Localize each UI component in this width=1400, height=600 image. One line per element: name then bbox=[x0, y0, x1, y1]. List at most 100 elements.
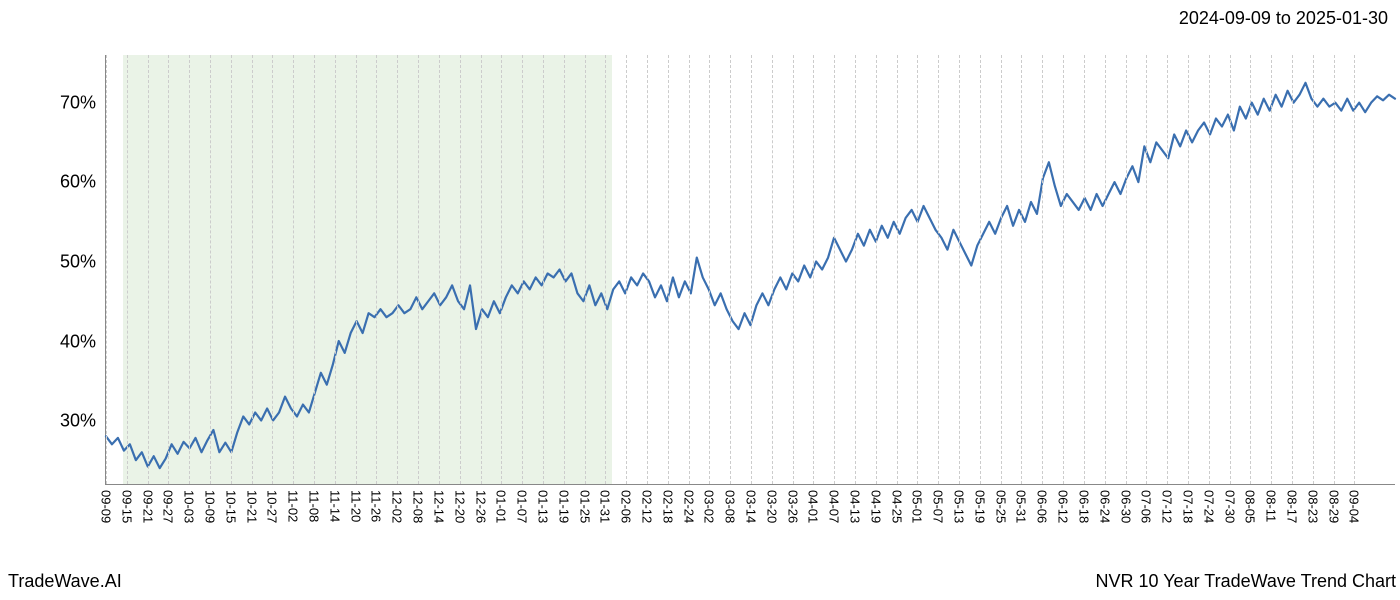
gridline-v bbox=[481, 55, 482, 484]
x-tick-label: 01-07 bbox=[515, 490, 530, 523]
gridline-v bbox=[1334, 55, 1335, 484]
x-tick-label: 01-25 bbox=[577, 490, 592, 523]
gridline-v bbox=[605, 55, 606, 484]
x-tick-label: 06-18 bbox=[1076, 490, 1091, 523]
gridline-v bbox=[335, 55, 336, 484]
gridline-v bbox=[709, 55, 710, 484]
x-tick-label: 03-20 bbox=[764, 490, 779, 523]
gridline-v bbox=[834, 55, 835, 484]
gridline-v bbox=[106, 55, 107, 484]
x-tick-label: 08-05 bbox=[1243, 490, 1258, 523]
x-tick-label: 01-13 bbox=[535, 490, 550, 523]
gridline-v bbox=[876, 55, 877, 484]
x-tick-label: 05-25 bbox=[993, 490, 1008, 523]
gridline-v bbox=[418, 55, 419, 484]
gridline-v bbox=[272, 55, 273, 484]
x-tick-label: 03-08 bbox=[723, 490, 738, 523]
x-tick-label: 05-31 bbox=[1014, 490, 1029, 523]
gridline-v bbox=[522, 55, 523, 484]
gridline-v bbox=[897, 55, 898, 484]
x-tick-label: 11-02 bbox=[286, 490, 301, 522]
x-tick-label: 04-25 bbox=[889, 490, 904, 523]
gridline-v bbox=[585, 55, 586, 484]
gridline-v bbox=[189, 55, 190, 484]
gridline-v bbox=[1209, 55, 1210, 484]
x-tick-label: 11-14 bbox=[327, 490, 342, 522]
x-tick-label: 01-01 bbox=[494, 490, 509, 523]
gridline-v bbox=[647, 55, 648, 484]
y-tick-label: 60% bbox=[60, 172, 96, 193]
x-tick-label: 07-30 bbox=[1222, 490, 1237, 523]
gridline-v bbox=[1001, 55, 1002, 484]
x-tick-label: 05-07 bbox=[931, 490, 946, 523]
x-tick-label: 03-02 bbox=[702, 490, 717, 523]
gridline-v bbox=[252, 55, 253, 484]
gridline-v bbox=[293, 55, 294, 484]
x-tick-label: 10-15 bbox=[223, 490, 238, 523]
x-tick-label: 07-24 bbox=[1201, 490, 1216, 523]
y-tick-label: 50% bbox=[60, 252, 96, 273]
x-tick-label: 08-11 bbox=[1264, 490, 1279, 522]
x-tick-label: 09-04 bbox=[1347, 490, 1362, 523]
gridline-v bbox=[1230, 55, 1231, 484]
x-tick-label: 08-23 bbox=[1305, 490, 1320, 523]
x-tick-label: 09-27 bbox=[161, 490, 176, 523]
gridline-v bbox=[959, 55, 960, 484]
gridline-v bbox=[543, 55, 544, 484]
gridline-v bbox=[1292, 55, 1293, 484]
y-tick-label: 70% bbox=[60, 92, 96, 113]
x-tick-label: 03-14 bbox=[744, 490, 759, 523]
x-tick-label: 10-27 bbox=[265, 490, 280, 523]
x-tick-label: 02-18 bbox=[660, 490, 675, 523]
gridline-v bbox=[917, 55, 918, 484]
x-tick-label: 04-07 bbox=[827, 490, 842, 523]
gridline-v bbox=[1354, 55, 1355, 484]
gridline-v bbox=[168, 55, 169, 484]
gridline-v bbox=[210, 55, 211, 484]
gridline-v bbox=[980, 55, 981, 484]
x-tick-label: 01-19 bbox=[556, 490, 571, 523]
x-tick-label: 07-12 bbox=[1160, 490, 1175, 523]
gridline-v bbox=[855, 55, 856, 484]
gridline-v bbox=[1188, 55, 1189, 484]
x-tick-label: 01-31 bbox=[598, 490, 613, 523]
x-tick-label: 07-06 bbox=[1139, 490, 1154, 523]
x-tick-label: 02-24 bbox=[681, 490, 696, 523]
gridline-v bbox=[626, 55, 627, 484]
gridline-v bbox=[793, 55, 794, 484]
gridline-v bbox=[668, 55, 669, 484]
x-tick-label: 09-15 bbox=[119, 490, 134, 523]
gridline-v bbox=[231, 55, 232, 484]
plot-area: 09-0909-1509-2109-2710-0310-0910-1510-21… bbox=[105, 55, 1395, 485]
x-tick-label: 12-02 bbox=[390, 490, 405, 523]
gridline-v bbox=[397, 55, 398, 484]
gridline-v bbox=[1084, 55, 1085, 484]
gridline-v bbox=[439, 55, 440, 484]
gridline-v bbox=[1126, 55, 1127, 484]
y-tick-label: 30% bbox=[60, 411, 96, 432]
x-tick-label: 09-09 bbox=[99, 490, 114, 523]
x-tick-label: 05-19 bbox=[972, 490, 987, 523]
x-tick-label: 11-08 bbox=[307, 490, 322, 522]
x-tick-label: 04-19 bbox=[868, 490, 883, 523]
x-tick-label: 12-20 bbox=[452, 490, 467, 523]
x-tick-label: 05-13 bbox=[952, 490, 967, 523]
gridline-v bbox=[772, 55, 773, 484]
x-tick-label: 08-29 bbox=[1326, 490, 1341, 523]
gridline-v bbox=[730, 55, 731, 484]
gridline-v bbox=[1063, 55, 1064, 484]
x-tick-label: 05-01 bbox=[910, 490, 925, 523]
x-tick-label: 10-21 bbox=[244, 490, 259, 523]
gridline-v bbox=[376, 55, 377, 484]
gridline-v bbox=[1042, 55, 1043, 484]
x-tick-label: 10-09 bbox=[203, 490, 218, 523]
x-tick-label: 10-03 bbox=[182, 490, 197, 523]
x-tick-label: 04-13 bbox=[848, 490, 863, 523]
x-tick-label: 02-06 bbox=[619, 490, 634, 523]
x-tick-label: 03-26 bbox=[785, 490, 800, 523]
gridline-v bbox=[564, 55, 565, 484]
date-range-label: 2024-09-09 to 2025-01-30 bbox=[1179, 8, 1388, 29]
gridline-v bbox=[314, 55, 315, 484]
gridline-v bbox=[689, 55, 690, 484]
x-tick-label: 12-26 bbox=[473, 490, 488, 523]
